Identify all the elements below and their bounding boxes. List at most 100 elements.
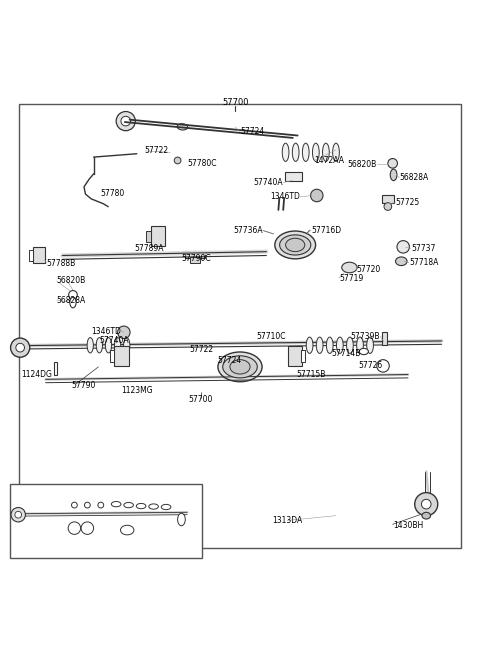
Circle shape — [397, 240, 409, 253]
Ellipse shape — [347, 337, 353, 354]
Text: 57740A: 57740A — [99, 337, 129, 345]
Ellipse shape — [106, 337, 111, 353]
Ellipse shape — [124, 502, 133, 508]
Text: 57722: 57722 — [144, 146, 168, 155]
Text: 57790: 57790 — [71, 381, 96, 390]
Circle shape — [11, 508, 25, 522]
Ellipse shape — [292, 143, 299, 161]
Ellipse shape — [114, 337, 121, 353]
Bar — [151, 226, 165, 246]
Ellipse shape — [316, 337, 323, 354]
Ellipse shape — [149, 504, 158, 509]
Ellipse shape — [323, 143, 329, 161]
Text: 57724: 57724 — [217, 356, 241, 365]
Bar — [54, 362, 57, 375]
Bar — [382, 195, 394, 202]
Text: 1346TD: 1346TD — [270, 193, 300, 202]
Circle shape — [84, 502, 90, 508]
Text: 1123MG: 1123MG — [121, 386, 153, 396]
Ellipse shape — [223, 356, 257, 378]
Circle shape — [174, 157, 181, 164]
Ellipse shape — [306, 337, 313, 354]
Text: 56820B: 56820B — [348, 160, 377, 169]
Text: 57724: 57724 — [240, 127, 264, 136]
Ellipse shape — [178, 514, 185, 526]
Text: 57714B: 57714B — [332, 349, 361, 358]
Bar — [190, 257, 200, 263]
Text: 1313DA: 1313DA — [272, 516, 302, 525]
Circle shape — [116, 111, 135, 131]
Ellipse shape — [87, 337, 93, 353]
Text: 57780C: 57780C — [187, 159, 216, 168]
Ellipse shape — [359, 348, 369, 354]
Text: 57722: 57722 — [190, 345, 214, 354]
Text: 57719: 57719 — [339, 274, 363, 282]
Ellipse shape — [120, 525, 134, 535]
Ellipse shape — [230, 360, 250, 374]
Ellipse shape — [96, 337, 103, 353]
Circle shape — [68, 522, 81, 534]
Bar — [382, 332, 387, 345]
Ellipse shape — [177, 124, 188, 130]
Ellipse shape — [342, 262, 357, 272]
Text: 57715B: 57715B — [297, 370, 326, 379]
Circle shape — [388, 159, 397, 168]
Circle shape — [98, 502, 104, 508]
Bar — [114, 346, 129, 366]
Text: 57716D: 57716D — [311, 225, 341, 234]
Bar — [185, 251, 205, 258]
Text: 57725: 57725 — [396, 198, 420, 207]
Circle shape — [121, 117, 131, 126]
Circle shape — [311, 189, 323, 202]
Bar — [110, 350, 114, 362]
Text: 57789A: 57789A — [134, 244, 164, 253]
Text: 57788B: 57788B — [47, 259, 76, 268]
Ellipse shape — [333, 143, 339, 161]
Text: 57737: 57737 — [411, 244, 435, 253]
Circle shape — [377, 360, 389, 372]
Ellipse shape — [326, 337, 333, 354]
Text: 57790C: 57790C — [181, 254, 211, 263]
Circle shape — [81, 522, 94, 534]
Text: 57736A: 57736A — [233, 226, 263, 235]
Ellipse shape — [279, 235, 311, 255]
Circle shape — [11, 338, 30, 357]
Bar — [10, 483, 202, 558]
Ellipse shape — [136, 504, 146, 509]
Ellipse shape — [336, 337, 343, 354]
Ellipse shape — [422, 512, 431, 519]
Circle shape — [415, 493, 438, 515]
Ellipse shape — [390, 169, 397, 181]
Circle shape — [69, 291, 77, 299]
Text: 1346TD: 1346TD — [91, 327, 121, 336]
Bar — [29, 250, 33, 261]
Text: 57700: 57700 — [222, 98, 249, 107]
Circle shape — [72, 502, 77, 508]
Bar — [288, 346, 302, 366]
Ellipse shape — [286, 238, 305, 252]
Circle shape — [118, 326, 130, 339]
Circle shape — [16, 343, 24, 352]
Text: 56828A: 56828A — [57, 295, 86, 305]
Ellipse shape — [70, 297, 76, 308]
Text: 57726: 57726 — [359, 362, 383, 370]
Ellipse shape — [275, 231, 316, 259]
Text: 1430BH: 1430BH — [394, 521, 424, 531]
Text: 1124DG: 1124DG — [21, 370, 52, 379]
Text: 57720: 57720 — [356, 265, 381, 274]
Ellipse shape — [124, 337, 130, 353]
Ellipse shape — [218, 352, 262, 382]
Text: 57740A: 57740A — [253, 178, 283, 187]
Text: 57700: 57700 — [189, 395, 213, 404]
Ellipse shape — [396, 257, 407, 265]
Text: 57780: 57780 — [101, 189, 125, 198]
Text: 57739B: 57739B — [351, 331, 380, 341]
Ellipse shape — [302, 143, 309, 161]
Circle shape — [421, 499, 431, 509]
Ellipse shape — [312, 143, 319, 161]
Ellipse shape — [357, 337, 363, 354]
Text: 57710C: 57710C — [257, 331, 286, 341]
Circle shape — [384, 202, 392, 210]
Ellipse shape — [161, 504, 171, 510]
Bar — [146, 231, 151, 242]
